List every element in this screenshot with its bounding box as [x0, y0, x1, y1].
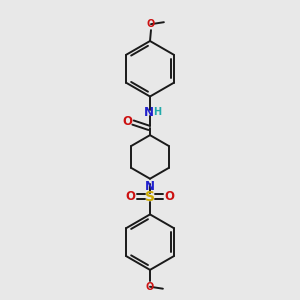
Text: H: H [153, 107, 161, 117]
Text: N: N [145, 180, 155, 193]
Text: O: O [165, 190, 175, 203]
Text: N: N [144, 106, 154, 119]
Text: O: O [147, 19, 155, 29]
Text: O: O [146, 282, 154, 292]
Text: O: O [122, 115, 132, 128]
Text: O: O [125, 190, 135, 203]
Text: S: S [145, 190, 155, 204]
